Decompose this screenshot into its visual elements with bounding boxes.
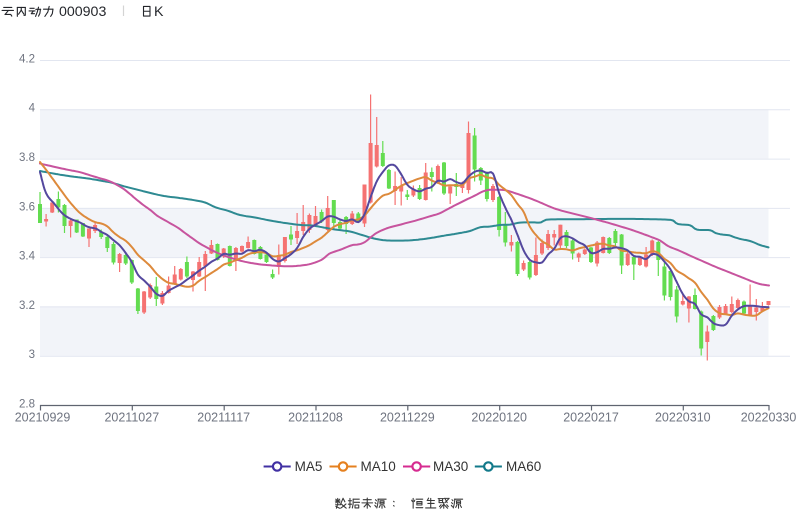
svg-text:MA10: MA10 (361, 459, 396, 474)
svg-text:3.4: 3.4 (19, 251, 36, 263)
svg-text:20211229: 20211229 (380, 411, 435, 425)
svg-text:20211027: 20211027 (104, 411, 159, 425)
svg-text:MA60: MA60 (506, 459, 541, 474)
svg-text:2.8: 2.8 (19, 398, 35, 410)
svg-text:3.2: 3.2 (19, 300, 35, 312)
svg-text:MA30: MA30 (433, 459, 468, 474)
svg-text:20220310: 20220310 (655, 411, 711, 425)
svg-text:4.2: 4.2 (19, 53, 35, 65)
svg-text:MA5: MA5 (295, 459, 323, 474)
svg-text:000903: 000903 (59, 4, 106, 20)
svg-text:20211208: 20211208 (288, 411, 343, 425)
svg-text:3: 3 (29, 349, 35, 361)
svg-text:20220120: 20220120 (471, 411, 527, 425)
svg-text:20211117: 20211117 (197, 411, 250, 425)
svg-text:3.6: 3.6 (19, 201, 35, 213)
svg-text:20210929: 20210929 (15, 411, 71, 425)
svg-text:K: K (154, 4, 164, 20)
svg-text:3.8: 3.8 (19, 152, 35, 164)
svg-text:20220330: 20220330 (741, 411, 797, 425)
svg-text:4: 4 (29, 103, 36, 115)
svg-text:20220217: 20220217 (563, 411, 619, 425)
